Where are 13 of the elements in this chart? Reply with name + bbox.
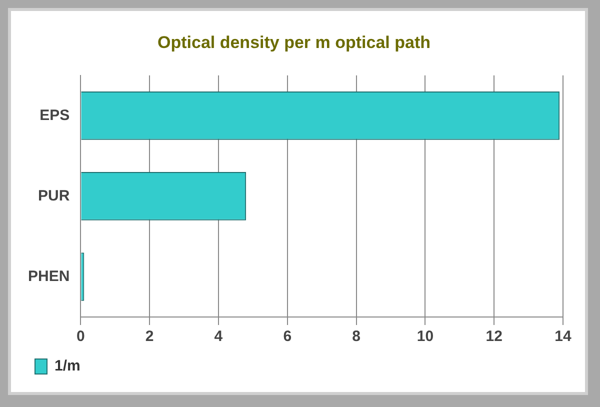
legend-label: 1/m bbox=[54, 358, 80, 375]
y-tick-label: EPS bbox=[40, 106, 70, 124]
x-tick-label: 8 bbox=[352, 328, 360, 346]
x-tick-label: 10 bbox=[416, 328, 434, 346]
x-tick-label: 0 bbox=[76, 328, 85, 346]
x-tick-label: 6 bbox=[283, 328, 292, 346]
x-tick-label: 12 bbox=[486, 328, 502, 346]
y-tick-label: PUR bbox=[38, 187, 70, 204]
x-tick-label: 2 bbox=[145, 328, 154, 346]
chart-title: Optical density per m optical path bbox=[158, 32, 430, 52]
x-tick-label: 4 bbox=[214, 328, 224, 346]
y-tick-label: PHEN bbox=[28, 268, 70, 285]
x-tick-label: 14 bbox=[554, 328, 572, 346]
